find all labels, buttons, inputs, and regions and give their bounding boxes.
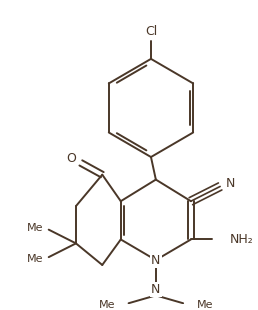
Text: N: N — [151, 254, 160, 267]
Text: Me: Me — [27, 223, 43, 233]
Text: Me: Me — [27, 254, 43, 264]
Text: Me: Me — [99, 300, 115, 310]
Text: O: O — [66, 153, 76, 166]
Text: N: N — [226, 177, 236, 190]
Text: NH₂: NH₂ — [230, 233, 254, 246]
Text: N: N — [151, 283, 160, 296]
Text: Cl: Cl — [145, 25, 157, 38]
Text: Me: Me — [197, 300, 213, 310]
